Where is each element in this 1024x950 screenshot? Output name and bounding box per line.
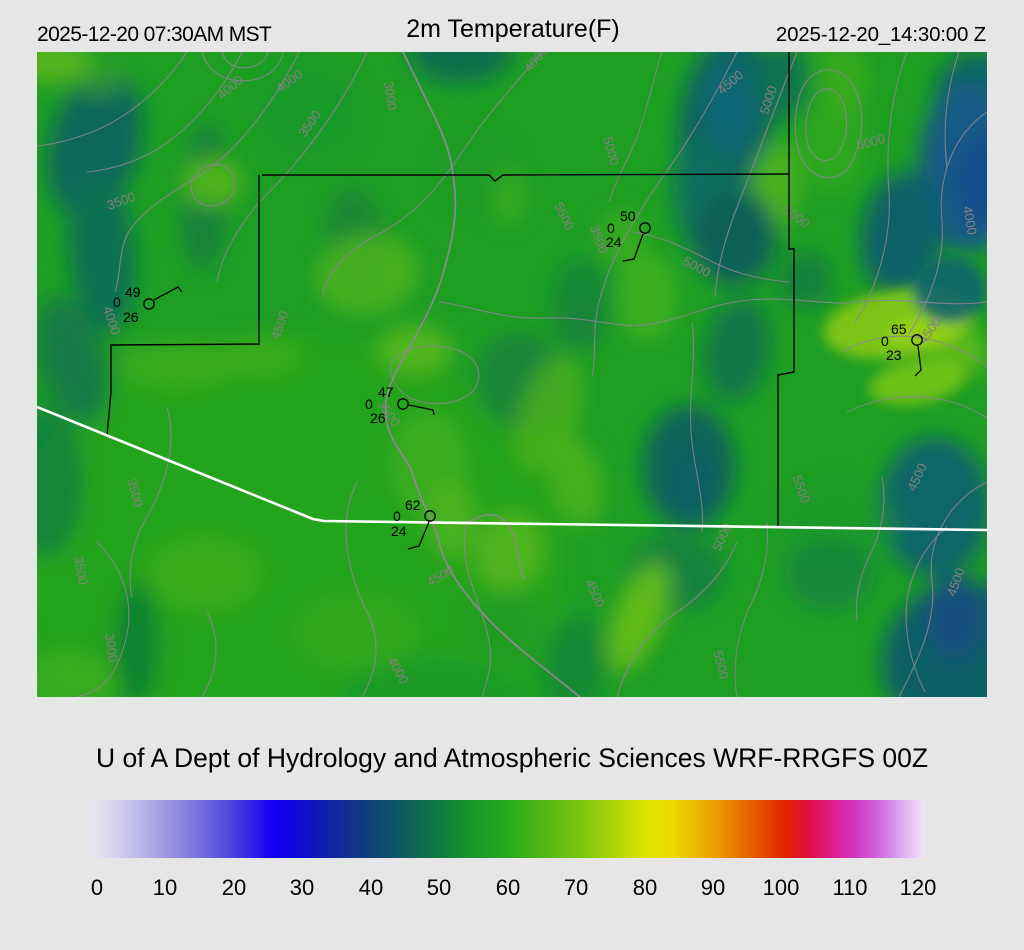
svg-text:0: 0 — [607, 220, 615, 236]
svg-text:62: 62 — [405, 497, 421, 513]
svg-text:0: 0 — [881, 333, 889, 349]
svg-text:0: 0 — [393, 508, 401, 524]
svg-text:3500: 3500 — [71, 555, 91, 586]
svg-text:0: 0 — [113, 294, 121, 310]
svg-text:50: 50 — [620, 208, 636, 224]
svg-text:26: 26 — [123, 309, 139, 325]
svg-text:3000: 3000 — [102, 632, 121, 663]
svg-text:3500: 3500 — [124, 477, 146, 509]
svg-text:26: 26 — [370, 410, 386, 426]
svg-text:65: 65 — [891, 321, 907, 337]
svg-text:5000: 5000 — [600, 135, 622, 167]
svg-text:24: 24 — [606, 234, 622, 250]
svg-text:4000: 4000 — [960, 205, 980, 236]
svg-text:24: 24 — [391, 523, 407, 539]
svg-text:0: 0 — [365, 396, 373, 412]
svg-text:5500: 5500 — [710, 649, 732, 681]
svg-text:3000: 3000 — [381, 80, 400, 111]
svg-text:23: 23 — [886, 347, 902, 363]
svg-text:47: 47 — [378, 384, 394, 400]
svg-text:6000: 6000 — [855, 131, 887, 153]
svg-text:49: 49 — [125, 284, 141, 300]
